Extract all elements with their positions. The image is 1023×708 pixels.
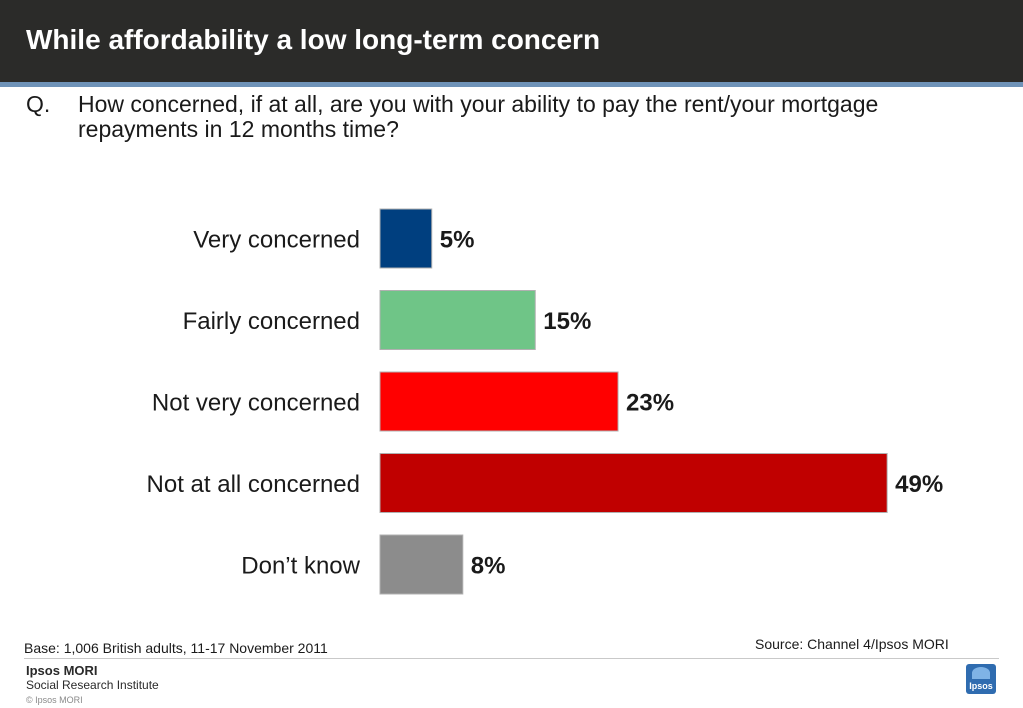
bar-don-t-know [379,534,464,595]
footer-divider [24,658,999,659]
brand-subtitle: Social Research Institute [26,678,159,692]
base-note: Base: 1,006 British adults, 11-17 Novemb… [24,640,328,656]
category-label-don-t-know: Don’t know [241,553,360,580]
category-label-not-very-concerned: Not very concerned [152,390,360,417]
value-label-fairly-concerned: 15% [543,308,591,335]
bar-not-at-all-concerned [379,453,888,513]
value-label-not-very-concerned: 23% [626,390,674,417]
question-prefix: Q. [26,91,51,117]
question-text: How concerned, if at all, are you with y… [78,91,879,142]
source-note: Source: Channel 4/Ipsos MORI [755,636,949,652]
bar-very-concerned [379,208,433,269]
category-label-very-concerned: Very concerned [193,227,360,254]
bar-not-very-concerned [379,371,619,432]
brand-name: Ipsos MORI [26,663,98,678]
value-label-not-at-all-concerned: 49% [895,471,943,498]
logo-wave [972,667,990,679]
value-label-don-t-know: 8% [471,553,506,580]
ipsos-logo-icon: Ipsos [966,664,996,694]
value-label-very-concerned: 5% [440,227,475,254]
category-label-fairly-concerned: Fairly concerned [183,308,360,335]
page-title: While affordability a low long-term conc… [26,24,601,55]
bar-fairly-concerned [379,290,536,350]
brand-block: Ipsos MORI Social Research Institute © I… [26,663,159,708]
category-label-not-at-all-concerned: Not at all concerned [147,471,360,498]
title-divider [0,82,1023,87]
title-bar: While affordability a low long-term conc… [0,0,1023,82]
logo-text: Ipsos [969,681,993,691]
copyright: © Ipsos MORI [26,695,83,705]
